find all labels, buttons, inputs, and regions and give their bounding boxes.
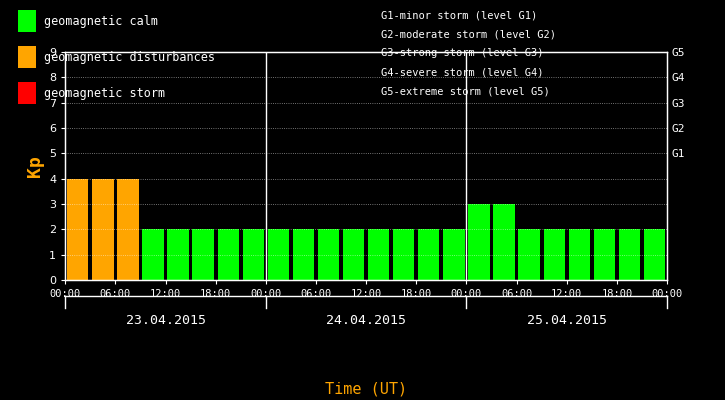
- Bar: [494, 204, 515, 280]
- Bar: [418, 229, 439, 280]
- Bar: [67, 179, 88, 280]
- Text: geomagnetic disturbances: geomagnetic disturbances: [44, 50, 215, 64]
- Bar: [594, 229, 615, 280]
- Bar: [142, 229, 164, 280]
- Bar: [544, 229, 565, 280]
- Bar: [618, 229, 640, 280]
- Text: 24.04.2015: 24.04.2015: [326, 314, 406, 328]
- Text: G2-moderate storm (level G2): G2-moderate storm (level G2): [381, 29, 555, 39]
- Bar: [568, 229, 590, 280]
- Bar: [443, 229, 465, 280]
- Bar: [167, 229, 188, 280]
- Bar: [243, 229, 264, 280]
- Bar: [193, 229, 214, 280]
- Bar: [518, 229, 539, 280]
- Bar: [318, 229, 339, 280]
- Text: Time (UT): Time (UT): [325, 381, 407, 396]
- Text: G1-minor storm (level G1): G1-minor storm (level G1): [381, 10, 537, 20]
- Bar: [368, 229, 389, 280]
- Bar: [117, 179, 138, 280]
- Text: G4-severe storm (level G4): G4-severe storm (level G4): [381, 68, 543, 78]
- Text: G5-extreme storm (level G5): G5-extreme storm (level G5): [381, 87, 550, 97]
- Text: 23.04.2015: 23.04.2015: [125, 314, 206, 328]
- Text: G3-strong storm (level G3): G3-strong storm (level G3): [381, 48, 543, 58]
- Bar: [343, 229, 364, 280]
- Bar: [644, 229, 665, 280]
- Bar: [92, 179, 114, 280]
- Bar: [268, 229, 289, 280]
- Text: geomagnetic storm: geomagnetic storm: [44, 86, 165, 100]
- Y-axis label: Kp: Kp: [25, 155, 44, 177]
- Bar: [468, 204, 489, 280]
- Bar: [218, 229, 239, 280]
- Bar: [393, 229, 415, 280]
- Bar: [293, 229, 314, 280]
- Text: geomagnetic calm: geomagnetic calm: [44, 14, 157, 28]
- Text: 25.04.2015: 25.04.2015: [526, 314, 607, 328]
